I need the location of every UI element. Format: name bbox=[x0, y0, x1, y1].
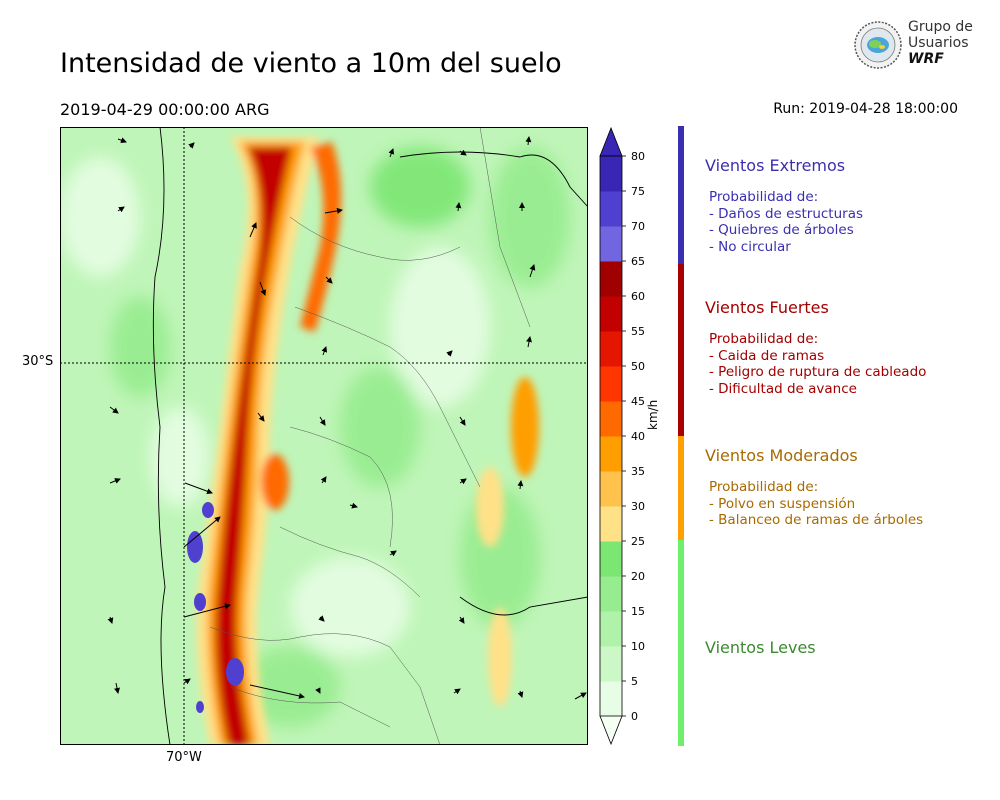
colorbar-unit: km/h bbox=[646, 399, 660, 430]
wind-arrows bbox=[107, 136, 587, 700]
colorbar-swatch bbox=[600, 541, 622, 577]
colorbar-swatch bbox=[600, 436, 622, 472]
colorbar-tick-label: 0 bbox=[631, 710, 638, 723]
category-title: Vientos Moderados bbox=[705, 446, 858, 465]
colorbar-swatch bbox=[600, 261, 622, 297]
province-borders bbox=[209, 127, 531, 745]
colorbar-extend-min bbox=[599, 715, 623, 746]
colorbar-tick-label: 60 bbox=[631, 290, 645, 303]
colorbar-swatch bbox=[600, 576, 622, 612]
colorbar-extend-max bbox=[599, 126, 623, 157]
valid-time: 2019-04-29 00:00:00 ARG bbox=[60, 100, 270, 119]
colorbar-tick-label: 40 bbox=[631, 430, 645, 443]
category-item: - Dificultad de avance bbox=[709, 380, 857, 397]
colorbar-tick-label: 30 bbox=[631, 500, 645, 513]
colorbar-tick-label: 20 bbox=[631, 570, 645, 583]
page-title: Intensidad de viento a 10m del suelo bbox=[60, 48, 562, 79]
colorbar-swatch bbox=[600, 646, 622, 682]
category-leves: Vientos Leves bbox=[705, 638, 816, 657]
logo-line-2: Usuarios bbox=[908, 35, 969, 51]
category-item: - Caida de ramas bbox=[709, 347, 825, 364]
category-item: - Balanceo de ramas de árboles bbox=[709, 512, 924, 528]
colorbar-tick-label: 5 bbox=[631, 675, 638, 688]
colorbar-tick-label: 35 bbox=[631, 465, 645, 478]
category-item: - Polvo en suspensión bbox=[709, 495, 856, 512]
wind-field-light bbox=[60, 147, 570, 727]
category-item: Probabilidad de: bbox=[709, 479, 819, 495]
colorbar-swatch bbox=[600, 471, 622, 507]
colorbar-tick-label: 50 bbox=[631, 360, 645, 373]
colorbar-swatch bbox=[600, 156, 622, 192]
colorbar: 0 5 10 15 20 25 30 35 40 45 50 55 60 65 70 75 80 bbox=[599, 126, 645, 746]
colorbar-swatch bbox=[600, 366, 622, 402]
category-fuertes: Vientos Fuertes Probabilidad de: - Caida… bbox=[705, 298, 926, 397]
longitude-label: 70°W bbox=[166, 750, 202, 765]
colorbar-tick-label: 15 bbox=[631, 605, 645, 618]
category-item: - Daños de estructuras bbox=[709, 205, 864, 222]
category-items: Probabilidad de: - Caida de ramas - Peli… bbox=[709, 331, 926, 397]
colorbar-tick-label: 10 bbox=[631, 640, 645, 653]
colorbar-tick-label: 65 bbox=[631, 255, 645, 268]
latitude-label: 30°S bbox=[22, 354, 54, 369]
run-time: Run: 2019-04-28 18:00:00 bbox=[773, 101, 958, 117]
category-item: - Quiebres de árboles bbox=[709, 222, 854, 238]
wind-field-band bbox=[196, 137, 539, 745]
category-title: Vientos Fuertes bbox=[705, 298, 829, 317]
legend-color-bar bbox=[678, 126, 684, 746]
colorbar-swatch bbox=[600, 331, 622, 367]
logo-line-1: Grupo de bbox=[908, 19, 973, 35]
colorbar-swatch bbox=[600, 611, 622, 647]
category-moderados: Vientos Moderados Probabilidad de: - Pol… bbox=[705, 446, 923, 529]
logo-text: Grupo de Usuarios WRF bbox=[908, 19, 973, 67]
colorbar-tick-label: 45 bbox=[631, 395, 645, 408]
colorbar-swatch bbox=[600, 401, 622, 437]
colorbar-tick-label: 75 bbox=[631, 185, 645, 198]
colorbar-swatch bbox=[600, 681, 622, 717]
wind-field-extreme bbox=[187, 502, 244, 713]
category-items: Probabilidad de: - Polvo en suspensión -… bbox=[709, 479, 923, 529]
category-extremos: Vientos Extremos Probabilidad de: - Daño… bbox=[705, 156, 863, 255]
category-title: Vientos Leves bbox=[705, 638, 816, 657]
colorbar-swatch bbox=[600, 191, 622, 227]
grupo-wrf-logo bbox=[854, 21, 902, 69]
wind-map bbox=[60, 127, 588, 745]
colorbar-tick-label: 55 bbox=[631, 325, 645, 338]
category-item: - No circular bbox=[709, 238, 791, 255]
political-borders bbox=[152, 127, 588, 745]
colorbar-tick-label: 70 bbox=[631, 220, 645, 233]
colorbar-tick-label: 25 bbox=[631, 535, 645, 548]
colorbar-swatch bbox=[600, 296, 622, 332]
category-item: - Peligro de ruptura de cableado bbox=[709, 364, 927, 380]
colorbar-swatch bbox=[600, 506, 622, 542]
category-title: Vientos Extremos bbox=[705, 156, 846, 175]
colorbar-tick-label: 80 bbox=[631, 150, 645, 163]
colorbar-swatch bbox=[600, 226, 622, 262]
category-items: Probabilidad de: - Daños de estructuras … bbox=[709, 189, 863, 255]
logo-line-3: WRF bbox=[908, 51, 944, 67]
category-item: Probabilidad de: bbox=[709, 331, 819, 347]
category-item: Probabilidad de: bbox=[709, 189, 819, 205]
